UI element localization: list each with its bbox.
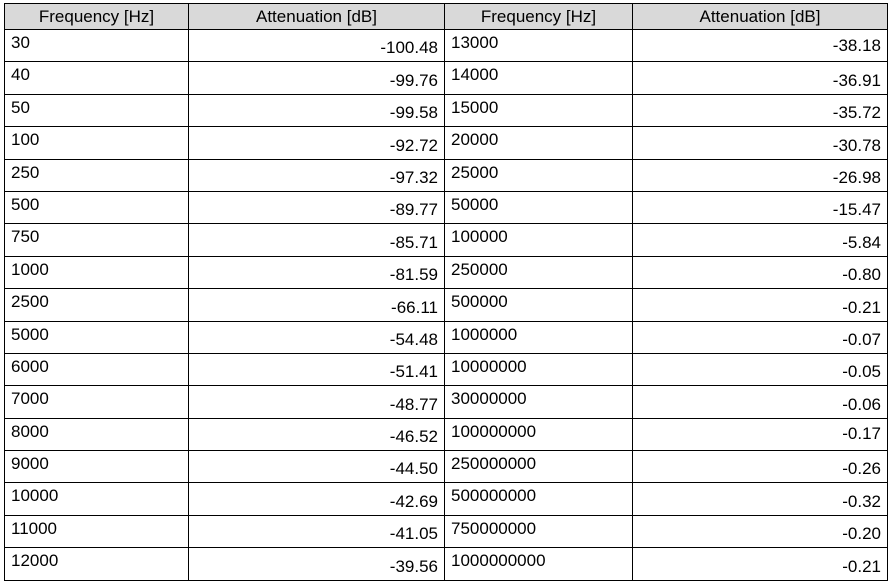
frequency-cell-right: 1000000000 [444, 547, 633, 581]
attenuation-cell-left: -39.56 [188, 547, 445, 581]
frequency-cell-left: 50 [4, 93, 189, 128]
frequency-cell-right: 13000 [444, 28, 633, 63]
header-frequency-left: Frequency [Hz] [4, 3, 189, 30]
frequency-cell-right: 100000 [444, 223, 633, 257]
attenuation-cell-right: -0.17 [632, 417, 888, 452]
table-row: 10000 -42.69 500000000 -0.32 [4, 482, 888, 516]
header-attenuation-left: Attenuation [dB] [188, 3, 445, 30]
frequency-cell-right: 14000 [444, 61, 633, 95]
attenuation-cell-left: -92.72 [188, 126, 445, 160]
attenuation-cell-left: -51.41 [188, 352, 445, 387]
frequency-cell-left: 500 [4, 190, 189, 225]
table-header: Frequency [Hz] Attenuation [dB] Frequenc… [4, 3, 888, 30]
frequency-cell-left: 6000 [4, 352, 189, 387]
attenuation-cell-left: -81.59 [188, 255, 445, 290]
attenuation-cell-right: -5.84 [632, 223, 888, 257]
attenuation-cell-right: -36.91 [632, 61, 888, 95]
frequency-cell-left: 1000 [4, 255, 189, 290]
attenuation-cell-right: -15.47 [632, 190, 888, 225]
attenuation-cell-right: -30.78 [632, 126, 888, 160]
attenuation-cell-right: -0.21 [632, 547, 888, 581]
frequency-cell-left: 2500 [4, 288, 189, 322]
frequency-cell-left: 8000 [4, 417, 189, 452]
table-body: 30 -100.48 13000 -38.18 40 -99.76 14000 -36.91 5… [4, 28, 888, 581]
table-row: 30 -100.48 13000 -38.18 [4, 28, 888, 63]
frequency-cell-right: 750000000 [444, 514, 633, 549]
frequency-cell-left: 9000 [4, 450, 189, 484]
attenuation-cell-right: -0.32 [632, 482, 888, 516]
attenuation-table: Frequency [Hz] Attenuation [dB] Frequenc… [4, 3, 888, 581]
frequency-cell-right: 500000000 [444, 482, 633, 516]
frequency-cell-left: 750 [4, 223, 189, 257]
frequency-cell-right: 1000000 [444, 320, 633, 354]
attenuation-cell-right: -0.05 [632, 352, 888, 387]
attenuation-cell-right: -0.21 [632, 288, 888, 322]
attenuation-cell-left: -99.58 [188, 93, 445, 128]
table-row: 7000 -48.77 30000000 -0.06 [4, 385, 888, 419]
table-row: 9000 -44.50 250000000 -0.26 [4, 450, 888, 484]
frequency-cell-left: 40 [4, 61, 189, 95]
attenuation-cell-left: -85.71 [188, 223, 445, 257]
table-row: 250 -97.32 25000 -26.98 [4, 158, 888, 192]
header-attenuation-right: Attenuation [dB] [632, 3, 888, 30]
attenuation-cell-left: -44.50 [188, 450, 445, 484]
table-row: 100 -92.72 20000 -30.78 [4, 126, 888, 160]
attenuation-cell-left: -97.32 [188, 158, 445, 192]
frequency-cell-right: 30000000 [444, 385, 633, 419]
frequency-cell-left: 100 [4, 126, 189, 160]
frequency-cell-left: 5000 [4, 320, 189, 354]
frequency-cell-right: 20000 [444, 126, 633, 160]
table-row: 11000 -41.05 750000000 -0.20 [4, 514, 888, 549]
frequency-cell-right: 500000 [444, 288, 633, 322]
frequency-cell-left: 7000 [4, 385, 189, 419]
frequency-cell-right: 25000 [444, 158, 633, 192]
attenuation-cell-right: -0.06 [632, 385, 888, 419]
frequency-cell-right: 250000000 [444, 450, 633, 484]
table-row: 40 -99.76 14000 -36.91 [4, 61, 888, 95]
table-row: 8000 -46.52 100000000 -0.17 [4, 417, 888, 452]
attenuation-cell-right: -35.72 [632, 93, 888, 128]
attenuation-cell-right: -0.80 [632, 255, 888, 290]
frequency-cell-right: 100000000 [444, 417, 633, 452]
table-row: 500 -89.77 50000 -15.47 [4, 190, 888, 225]
frequency-cell-left: 10000 [4, 482, 189, 516]
frequency-cell-left: 30 [4, 28, 189, 63]
frequency-cell-left: 250 [4, 158, 189, 192]
header-row: Frequency [Hz] Attenuation [dB] Frequenc… [4, 3, 888, 30]
attenuation-cell-right: -0.26 [632, 450, 888, 484]
attenuation-cell-left: -46.52 [188, 417, 445, 452]
attenuation-cell-left: -42.69 [188, 482, 445, 516]
attenuation-cell-right: -26.98 [632, 158, 888, 192]
table-row: 50 -99.58 15000 -35.72 [4, 93, 888, 128]
table-row: 5000 -54.48 1000000 -0.07 [4, 320, 888, 354]
attenuation-cell-right: -0.07 [632, 320, 888, 354]
header-frequency-right: Frequency [Hz] [444, 3, 633, 30]
attenuation-cell-left: -89.77 [188, 190, 445, 225]
frequency-cell-right: 50000 [444, 190, 633, 225]
table-row: 2500 -66.11 500000 -0.21 [4, 288, 888, 322]
frequency-cell-left: 11000 [4, 514, 189, 549]
frequency-cell-right: 10000000 [444, 352, 633, 387]
table-row: 1000 -81.59 250000 -0.80 [4, 255, 888, 290]
attenuation-cell-left: -54.48 [188, 320, 445, 354]
attenuation-cell-left: -99.76 [188, 61, 445, 95]
attenuation-cell-left: -41.05 [188, 514, 445, 549]
frequency-cell-right: 15000 [444, 93, 633, 128]
table-row: 750 -85.71 100000 -5.84 [4, 223, 888, 257]
attenuation-cell-left: -100.48 [188, 28, 445, 63]
table-row: 6000 -51.41 10000000 -0.05 [4, 352, 888, 387]
attenuation-cell-right: -38.18 [632, 28, 888, 63]
attenuation-cell-left: -48.77 [188, 385, 445, 419]
frequency-cell-right: 250000 [444, 255, 633, 290]
frequency-cell-left: 12000 [4, 547, 189, 581]
attenuation-cell-left: -66.11 [188, 288, 445, 322]
attenuation-cell-right: -0.20 [632, 514, 888, 549]
table-row: 12000 -39.56 1000000000 -0.21 [4, 547, 888, 581]
